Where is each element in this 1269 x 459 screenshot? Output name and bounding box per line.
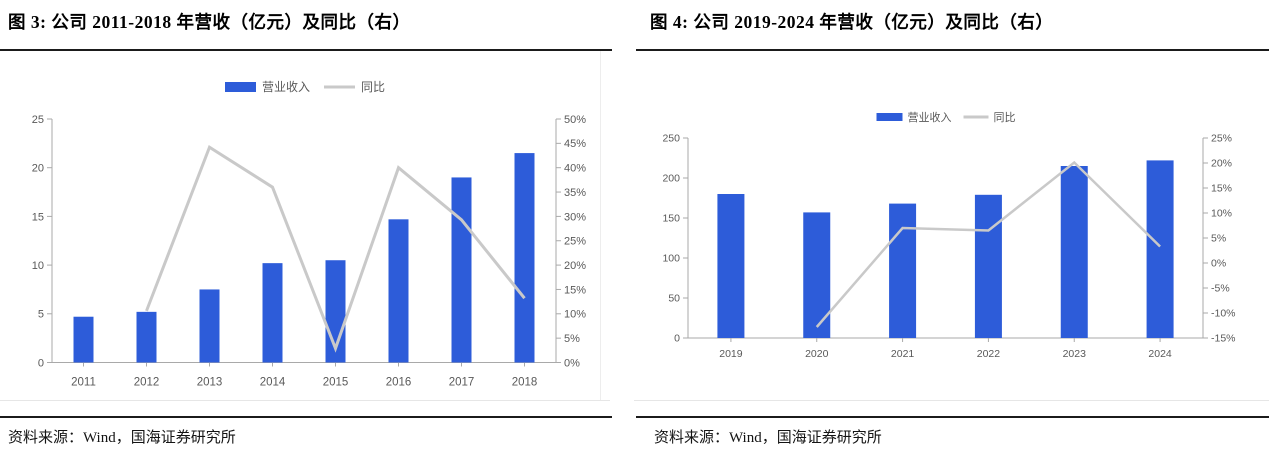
svg-text:-10%: -10% <box>1211 308 1236 320</box>
svg-text:5%: 5% <box>1211 233 1226 245</box>
figure3-title-rule <box>0 49 612 51</box>
svg-text:25%: 25% <box>564 236 586 248</box>
figure4-title-rule <box>636 49 1269 51</box>
bar-2011 <box>73 316 94 363</box>
legend: 营业收入 同比 <box>876 110 1016 124</box>
legend-bar-label: 营业收入 <box>262 80 310 94</box>
svg-text:150: 150 <box>662 213 680 225</box>
svg-text:20: 20 <box>32 163 44 175</box>
revenue-bars <box>73 153 535 363</box>
axis-tick-labels: 0 50 100 150 200 250 -15% -10% -5% 0% 5% 10% 15% 20% 2… <box>662 133 1235 360</box>
svg-text:5: 5 <box>38 309 44 321</box>
x-label-2024: 2024 <box>1148 348 1172 360</box>
figure3-chart-bottom-border <box>0 400 610 401</box>
bar-2013 <box>199 289 220 363</box>
revenue-bars <box>717 160 1174 338</box>
svg-text:5%: 5% <box>564 333 580 345</box>
x-label-2017: 2017 <box>449 377 475 389</box>
svg-text:-5%: -5% <box>1211 283 1230 295</box>
bar-2021 <box>889 203 917 338</box>
svg-text:40%: 40% <box>564 163 586 175</box>
x-label-2023: 2023 <box>1063 348 1087 360</box>
bar-2017 <box>451 177 472 363</box>
svg-text:0: 0 <box>674 333 680 345</box>
legend: 营业收入 同比 <box>225 80 385 94</box>
x-label-2013: 2013 <box>197 377 223 389</box>
legend-line-label: 同比 <box>994 111 1016 124</box>
figure4-title: 图 4: 公司 2019-2024 年营收（亿元）及同比（右） <box>650 12 1054 32</box>
figure3-source: 资料来源：Wind，国海证券研究所 <box>8 430 236 446</box>
x-label-2016: 2016 <box>386 377 412 389</box>
svg-text:25: 25 <box>32 114 44 126</box>
bar-2016 <box>388 219 409 363</box>
legend-line-label: 同比 <box>361 80 385 94</box>
axis-tick-labels: 0 5 10 15 20 25 0% 5% 10% 15% 20% 25% 30% 35% 40% 45% 50… <box>32 114 586 389</box>
yoy-line <box>815 160 1161 328</box>
svg-text:0%: 0% <box>564 357 580 369</box>
bar-2024 <box>1146 160 1174 338</box>
svg-text:50%: 50% <box>564 114 586 126</box>
x-label-2022: 2022 <box>977 348 1001 360</box>
x-label-2021: 2021 <box>891 348 915 360</box>
svg-text:50: 50 <box>668 293 680 305</box>
figure4-source: 资料来源：Wind，国海证券研究所 <box>654 430 882 446</box>
x-label-2011: 2011 <box>71 377 96 389</box>
svg-text:10%: 10% <box>564 309 586 321</box>
svg-text:20%: 20% <box>1211 158 1232 170</box>
svg-text:0: 0 <box>38 357 44 369</box>
svg-text:10: 10 <box>32 260 44 272</box>
figure3-revenue-yoy-chart: 0 5 10 15 20 25 0% 5% 10% 15% 20% 25% 30% 35% 40% 45% 50… <box>32 80 586 389</box>
svg-text:200: 200 <box>662 173 680 185</box>
x-label-2015: 2015 <box>323 377 349 389</box>
x-label-2018: 2018 <box>512 377 538 389</box>
bar-2022 <box>974 194 1002 338</box>
x-label-2014: 2014 <box>260 377 286 389</box>
svg-text:35%: 35% <box>564 187 586 199</box>
svg-text:15%: 15% <box>1211 183 1232 195</box>
bar-2019 <box>717 194 745 338</box>
bar-2012 <box>136 311 157 363</box>
svg-text:10%: 10% <box>1211 208 1232 220</box>
panel-divider <box>600 51 601 401</box>
figure4-source-rule <box>636 416 1269 418</box>
svg-text:-15%: -15% <box>1211 333 1236 345</box>
svg-text:30%: 30% <box>564 211 586 223</box>
bar-2020 <box>803 212 831 338</box>
legend-bar-swatch <box>876 113 903 121</box>
yoy-line <box>145 144 526 353</box>
axes <box>47 118 561 367</box>
svg-text:15: 15 <box>32 211 44 223</box>
svg-text:250: 250 <box>662 133 680 145</box>
legend-bar-swatch <box>225 82 256 92</box>
legend-bar-label: 营业收入 <box>908 110 952 124</box>
svg-text:0%: 0% <box>1211 258 1226 270</box>
figure4-revenue-yoy-chart: 0 50 100 150 200 250 -15% -10% -5% 0% 5% 10% 15% 20% 2… <box>662 110 1235 360</box>
axes <box>683 137 1208 342</box>
svg-text:25%: 25% <box>1211 133 1232 145</box>
figure3-title: 图 3: 公司 2011-2018 年营收（亿元）及同比（右） <box>8 12 411 32</box>
bar-2023 <box>1060 166 1088 338</box>
bar-2014 <box>262 263 283 363</box>
figure4-chart-bottom-border <box>634 400 1269 401</box>
svg-text:15%: 15% <box>564 284 586 296</box>
svg-text:45%: 45% <box>564 138 586 150</box>
svg-text:100: 100 <box>662 253 680 265</box>
svg-text:20%: 20% <box>564 260 586 272</box>
figure3-source-rule <box>0 416 612 418</box>
x-label-2012: 2012 <box>134 377 160 389</box>
x-label-2019: 2019 <box>719 348 743 360</box>
bar-2018 <box>514 153 535 363</box>
x-label-2020: 2020 <box>805 348 829 360</box>
